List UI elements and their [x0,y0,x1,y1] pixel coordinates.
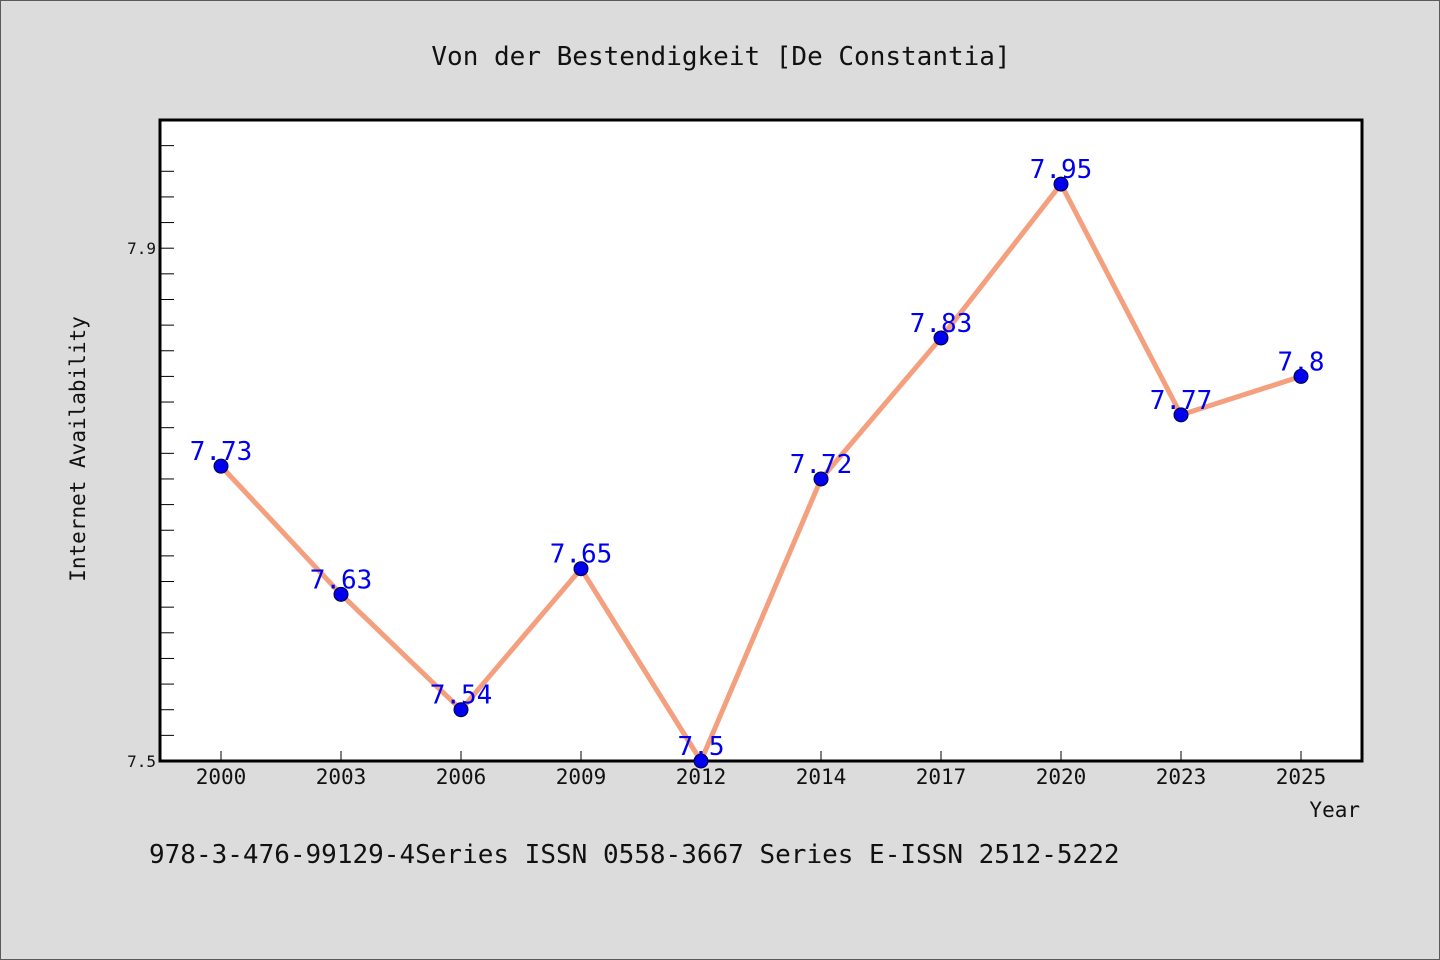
data-point-marker [813,471,829,487]
data-value-label: 7.73 [190,437,253,467]
data-point-marker [1173,407,1189,423]
x-tick-label: 2017 [916,765,967,789]
data-point-marker [333,586,349,602]
x-tick-label: 2020 [1036,765,1087,789]
plot-area [158,118,1364,763]
x-tick-label: 2006 [436,765,487,789]
data-point-marker [1053,176,1069,192]
x-tick-label: 2025 [1276,765,1327,789]
x-axis-label: Year [1309,798,1360,822]
data-labels: 7.73 7.63 7.54 7.65 7.5 7.72 7.83 7.95 7.77 7.8 [190,155,1325,762]
y-axis-label: Internet Availability [66,316,90,582]
series-line [218,181,1304,764]
data-value-label: 7.63 [310,565,373,595]
data-value-label: 7.54 [430,681,493,711]
data-point-marker [933,330,949,346]
data-value-label: 7.5 [678,732,725,762]
x-tick-label: 2000 [196,765,247,789]
y-axis-ticks: 7.5 7.9 [127,119,174,771]
data-value-label: 7.72 [790,450,853,480]
data-value-label: 7.83 [910,309,973,339]
x-tick-label: 2014 [796,765,847,789]
data-point-marker [573,561,589,577]
chart-title: Von der Bestendigkeit [De Constantia] [431,42,1010,72]
y-tick-label: 7.5 [127,752,156,771]
data-point-marker [1293,368,1309,384]
data-value-label: 7.77 [1150,386,1213,416]
data-point-marker [453,702,469,718]
x-tick-label: 2003 [316,765,367,789]
x-tick-label: 2009 [556,765,607,789]
data-markers [213,176,1309,769]
x-axis-tick-labels: 2000 2003 2006 2009 2012 2014 2017 2020 2023 2025 [196,751,1327,789]
data-point-marker [693,753,709,769]
data-point-marker [213,458,229,474]
y-tick-label: 7.9 [127,239,156,258]
x-tick-label: 2012 [676,765,727,789]
footer-identifiers: 978-3-476-99129-4Series ISSN 0558-3667 S… [149,840,1120,870]
data-value-label: 7.8 [1278,347,1325,377]
data-value-label: 7.65 [550,540,613,570]
data-value-label: 7.95 [1030,155,1093,185]
x-tick-label: 2023 [1156,765,1207,789]
